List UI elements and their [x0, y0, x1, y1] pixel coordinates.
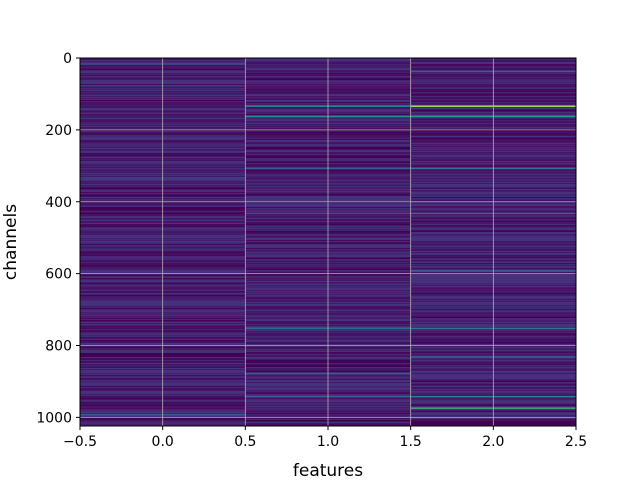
y-tick-label: 400 [45, 195, 72, 211]
y-tick-label: 600 [45, 267, 72, 283]
x-axis: −0.5 0.0 0.5 1.0 1.5 2.0 2.5 [63, 426, 587, 450]
y-tick-label: 800 [45, 339, 72, 355]
y-tick-label: 200 [45, 123, 72, 139]
x-axis-label: features [293, 461, 363, 480]
x-tick-label: 1.5 [400, 434, 422, 450]
x-tick-label: 0.0 [152, 434, 174, 450]
x-tick-label: 0.5 [234, 434, 256, 450]
x-tick-label: 2.5 [565, 434, 587, 450]
x-tick-label: 2.0 [482, 434, 504, 450]
y-tick-label: 1000 [36, 410, 72, 426]
y-tick-label: 0 [63, 51, 72, 67]
x-tick-label: −0.5 [63, 434, 97, 450]
y-axis-label: channels [1, 204, 21, 280]
y-axis: 0 200 400 600 800 1000 [36, 51, 80, 426]
x-tick-label: 1.0 [317, 434, 339, 450]
